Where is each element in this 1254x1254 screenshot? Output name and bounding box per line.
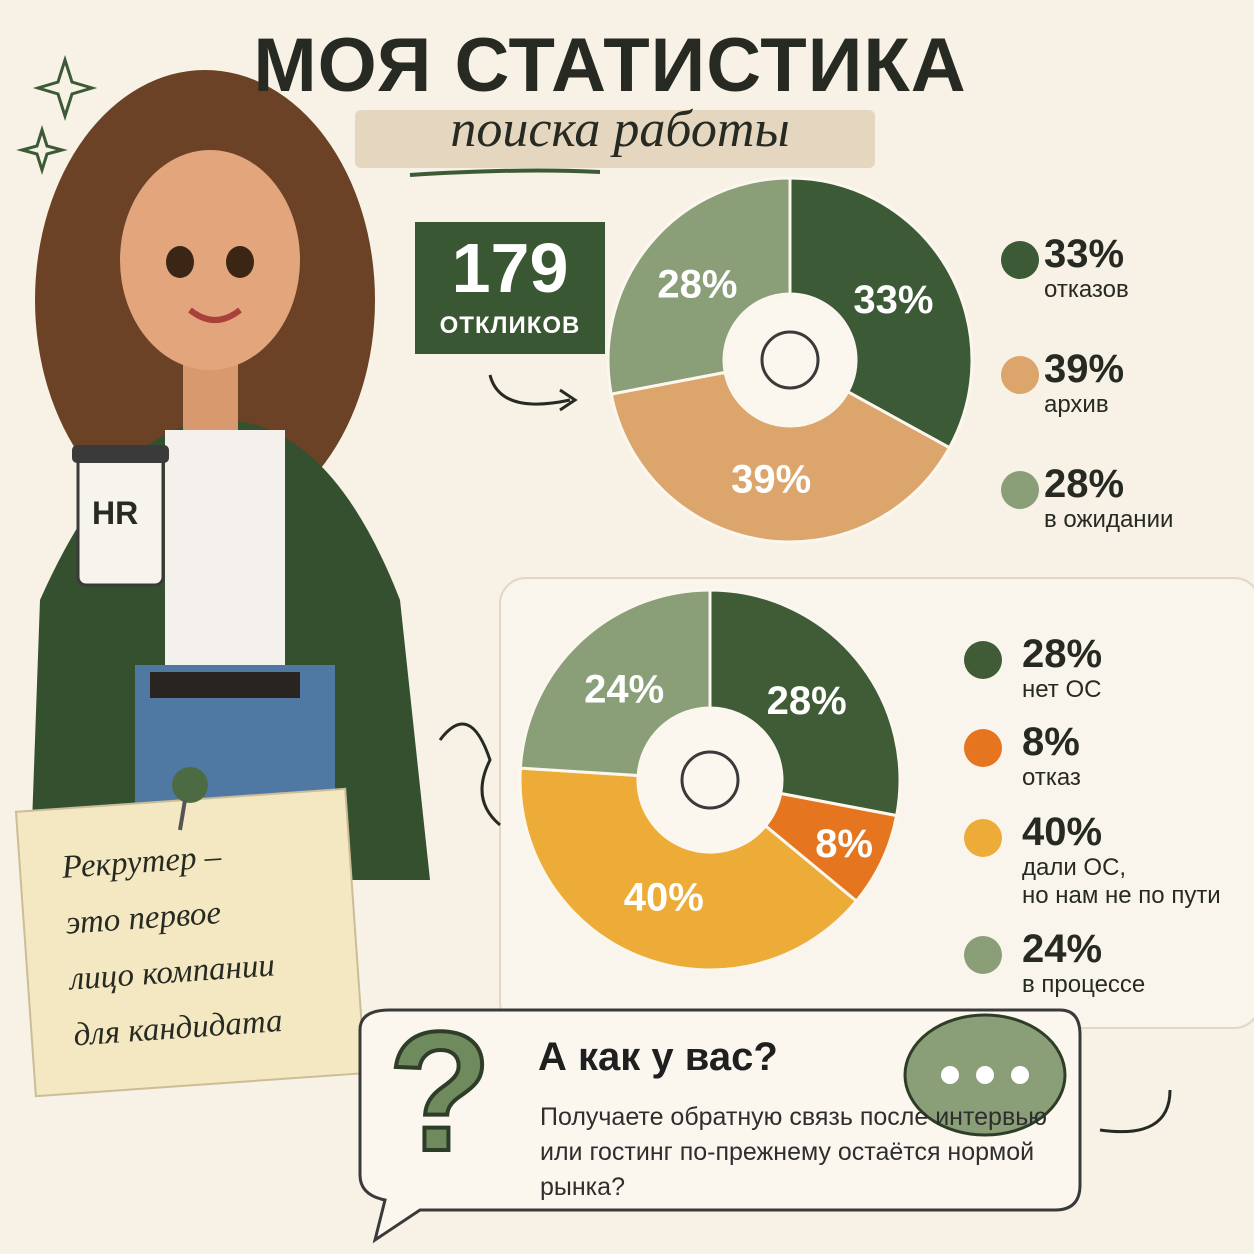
center-icon [760, 330, 820, 390]
legend-marker [964, 936, 1002, 974]
pie-slice [788, 176, 974, 450]
question-title: А как у вас? [538, 1035, 778, 1079]
question-text: Получаете обратную связь после интервью … [540, 1103, 1048, 1201]
legend-marker [964, 641, 1002, 679]
illustration [30, 70, 430, 885]
legend-label: отказ [1022, 764, 1081, 791]
legend-label: в процессе [1022, 971, 1146, 998]
legend-marker [1001, 356, 1039, 394]
slice-label: 28% [767, 679, 847, 723]
legend-label: отказов [1044, 276, 1129, 303]
arrow [438, 722, 501, 827]
dot [1011, 1066, 1029, 1084]
arrow-head [559, 388, 578, 412]
pie-slice [606, 176, 792, 396]
count-badge [415, 222, 605, 354]
legend-value: 39% [1044, 347, 1125, 391]
subtitle-band [355, 110, 875, 168]
dot [976, 1066, 994, 1084]
legend-value: 24% [1022, 927, 1103, 971]
dot [941, 1066, 959, 1084]
pin [172, 767, 208, 803]
pie-center [726, 296, 854, 424]
slice-label: 28% [657, 262, 737, 306]
pie-slice [708, 588, 902, 818]
slice-label: 33% [853, 278, 933, 322]
pie-slice [518, 588, 712, 778]
center-icon [680, 750, 740, 810]
pie-center [640, 710, 780, 850]
slice-label: 39% [731, 458, 811, 502]
question-mark: ? [388, 997, 492, 1187]
slice-label: 40% [624, 876, 704, 920]
slice-label: 8% [815, 822, 873, 866]
question-bubble [358, 1008, 1082, 1244]
arrow [1099, 1089, 1172, 1134]
legend-value: 8% [1022, 720, 1080, 764]
legend-marker [1001, 471, 1039, 509]
legend-marker [964, 819, 1002, 857]
legend-label: в ожидании [1044, 506, 1174, 533]
legend-marker [964, 729, 1002, 767]
underline [409, 168, 601, 177]
arrow [488, 374, 571, 406]
note-text: Рекрутер – это первое лицо компании для … [60, 838, 284, 1054]
legend-marker [1001, 241, 1039, 279]
title: МОЯ СТАТИСТИКА [253, 23, 967, 108]
sparkle [32, 55, 98, 121]
pie-slice [609, 370, 952, 544]
legend-value: 28% [1022, 632, 1103, 676]
legend-label: дали ОС, но нам не по пути [1022, 854, 1221, 909]
legend-value: 28% [1044, 462, 1125, 506]
sparkle [16, 124, 68, 176]
pie-slice [518, 766, 859, 972]
slice-label: 24% [584, 668, 664, 712]
legend-label: нет ОС [1022, 676, 1102, 703]
cup-label: HR [92, 495, 139, 531]
legend-value: 33% [1044, 232, 1125, 276]
pin-needle [178, 799, 187, 831]
legend-label: архив [1044, 391, 1109, 418]
subtitle: поиска работы [450, 101, 790, 158]
legend-value: 40% [1022, 810, 1103, 854]
responses-count: 179 [451, 229, 569, 307]
responses-label: ОТКЛИКОВ [439, 312, 581, 339]
